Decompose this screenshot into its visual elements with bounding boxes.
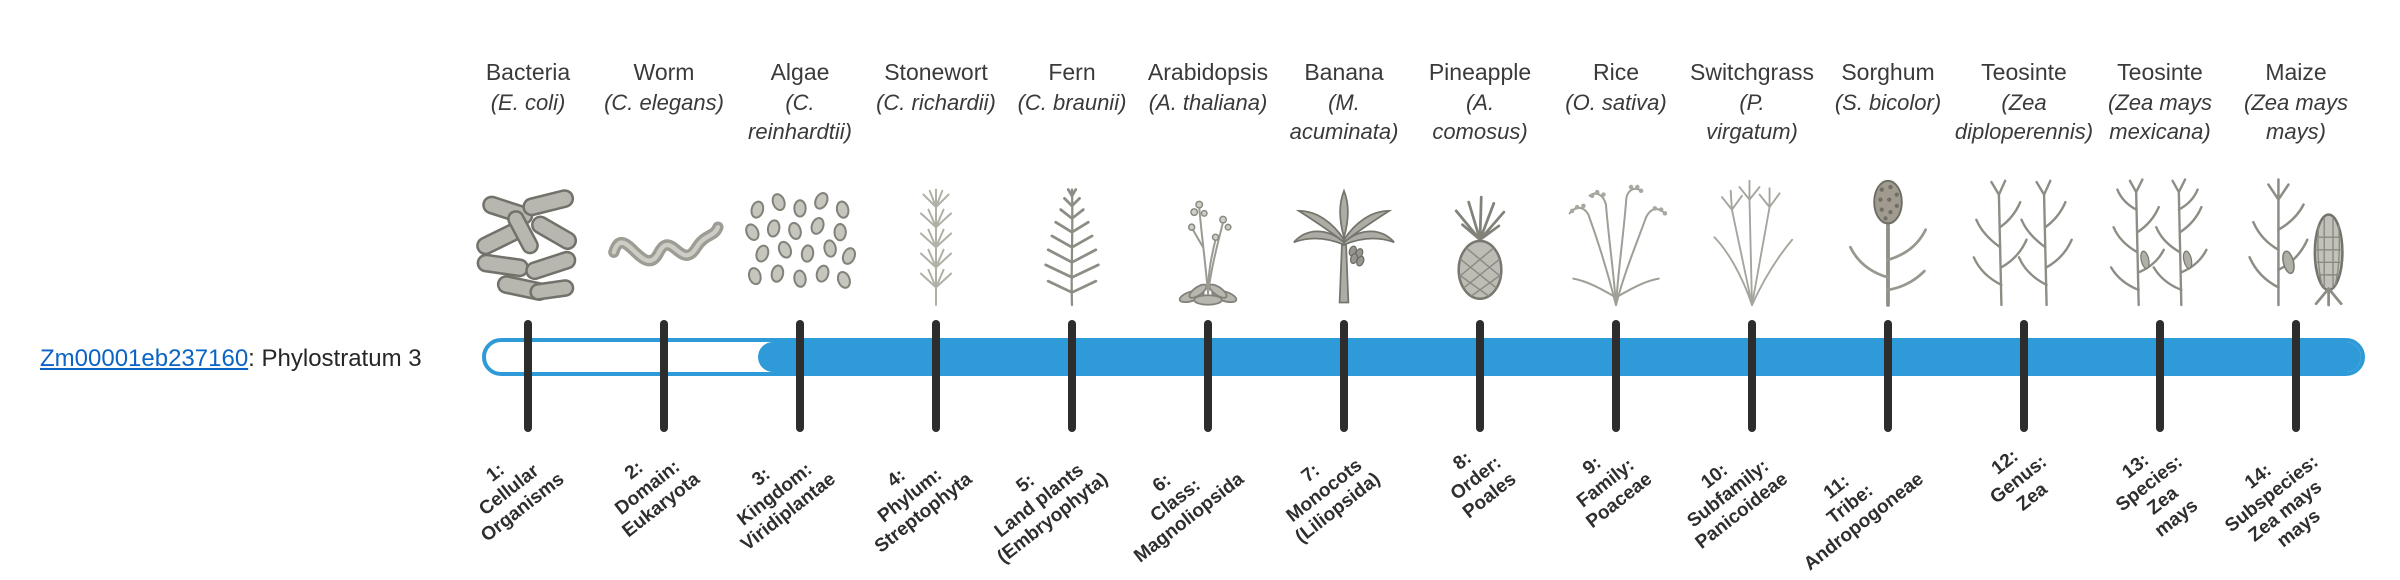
organism-names: Teosinte (Zea diploperennis) <box>1949 56 2099 158</box>
tick-mark-1 <box>524 320 532 432</box>
organism-common-name: Rice <box>1592 59 1639 85</box>
phylostratum-text: : Phylostratum 3 <box>248 345 422 372</box>
tick-mark-11 <box>1884 320 1892 432</box>
organism-names: Fern (C. braunii) <box>997 56 1147 158</box>
organism-column-arabidopsis: Arabidopsis (A. thaliana) <box>1133 56 1283 310</box>
phylostratum-label-text: 14: Subspecies: Zea mays mays <box>2221 451 2327 552</box>
organism-scientific-name: (O. sativa) <box>1565 90 1667 115</box>
organism-scientific-name: (Zea mays mexicana) <box>2108 90 2212 144</box>
organism-scientific-name: (A. thaliana) <box>1148 90 1268 115</box>
algae-icon <box>745 192 856 289</box>
organism-scientific-name: (E. coli) <box>490 90 566 115</box>
teosinte-diploperennis-icon <box>1972 179 2073 307</box>
tick-mark-8 <box>1476 320 1484 432</box>
tick-mark-2 <box>660 320 668 432</box>
organism-column-stonewort: Stonewort (C. richardii) <box>861 56 1011 310</box>
organism-scientific-name: (C. elegans) <box>604 90 724 115</box>
tick-mark-7 <box>1340 320 1348 432</box>
organism-names: Switchgrass (P. virgatum) <box>1677 56 1827 158</box>
organism-column-teosinte-mexicana: Teosinte (Zea mays mexicana) <box>2085 56 2235 310</box>
tick-mark-6 <box>1204 320 1212 432</box>
organism-column-rice: Rice (O. sativa) <box>1541 56 1691 310</box>
organism-common-name: Switchgrass <box>1690 59 1814 85</box>
organism-column-sorghum: Sorghum (S. bicolor) <box>1813 56 1963 310</box>
switchgrass-icon <box>1713 179 1794 306</box>
organism-scientific-name: (C. richardii) <box>876 90 996 115</box>
pineapple-icon <box>1454 195 1506 300</box>
organism-names: Rice (O. sativa) <box>1541 56 1691 158</box>
teosinte-mexicana-icon <box>2109 178 2208 307</box>
organism-column-bacteria: Bacteria (E. coli) <box>453 56 603 310</box>
organism-names: Pineapple (A. comosus) <box>1405 56 1555 158</box>
sorghum-icon <box>1848 179 1928 307</box>
organism-names: Banana (M. acuminata) <box>1269 56 1419 158</box>
organism-column-switchgrass: Switchgrass (P. virgatum) <box>1677 56 1827 310</box>
organism-names: Worm (C. elegans) <box>589 56 739 158</box>
organism-names: Bacteria (E. coli) <box>453 56 603 158</box>
organism-common-name: Banana <box>1304 59 1384 85</box>
organism-common-name: Sorghum <box>1841 59 1935 85</box>
organism-column-algae: Algae (C. reinhardtii) <box>725 56 875 310</box>
stonewort-icon <box>919 188 953 306</box>
organism-names: Algae (C. reinhardtii) <box>725 56 875 158</box>
arabidopsis-icon <box>1178 200 1238 306</box>
organism-scientific-name: (M. acuminata) <box>1289 90 1399 144</box>
rice-icon <box>1568 184 1668 306</box>
tick-mark-14 <box>2292 320 2300 432</box>
tick-mark-12 <box>2020 320 2028 432</box>
organism-scientific-name: (C. braunii) <box>1017 90 1127 115</box>
tick-mark-4 <box>932 320 940 432</box>
organism-scientific-name: (Zea mays mays) <box>2244 90 2348 144</box>
organism-column-banana: Banana (M. acuminata) <box>1269 56 1419 310</box>
organism-common-name: Pineapple <box>1428 59 1532 85</box>
tick-mark-9 <box>1612 320 1620 432</box>
tick-mark-3 <box>796 320 804 432</box>
organism-column-maize: Maize (Zea mays mays) <box>2221 56 2371 310</box>
organism-names: Stonewort (C. richardii) <box>861 56 1011 158</box>
organism-scientific-name: (Zea diploperennis) <box>1954 90 2094 144</box>
organism-names: Maize (Zea mays mays) <box>2221 56 2371 158</box>
bacteria-icon <box>476 189 578 301</box>
organism-common-name: Arabidopsis <box>1147 59 1269 85</box>
organism-common-name: Algae <box>770 59 830 85</box>
organism-common-name: Teosinte <box>1981 59 2067 85</box>
organism-scientific-name: (A. comosus) <box>1432 90 1528 144</box>
fern-icon <box>1044 188 1100 307</box>
tick-mark-10 <box>1748 320 1756 432</box>
organism-column-pineapple: Pineapple (A. comosus) <box>1405 56 1555 310</box>
organism-common-name: Bacteria <box>485 59 571 85</box>
timeline-bar-fill <box>758 342 2361 372</box>
organism-common-name: Maize <box>2265 59 2327 85</box>
maize-icon <box>2248 178 2344 307</box>
organism-scientific-name: (P. virgatum) <box>1706 90 1798 144</box>
banana-icon <box>1293 188 1395 304</box>
organism-scientific-name: (S. bicolor) <box>1834 90 1942 115</box>
organism-common-name: Stonewort <box>884 59 988 85</box>
organism-common-name: Teosinte <box>2117 59 2203 85</box>
tick-mark-13 <box>2156 320 2164 432</box>
tick-mark-5 <box>1068 320 1076 432</box>
organism-column-fern: Fern (C. braunii) <box>997 56 1147 310</box>
phylostratum-label-14: 14: Subspecies: Zea mays mays <box>2056 434 2326 552</box>
organism-column-worm: Worm (C. elegans) <box>589 56 739 310</box>
gene-label: Zm00001eb237160: Phylostratum 3 <box>40 345 422 373</box>
organism-common-name: Worm <box>633 59 695 85</box>
organism-column-teosinte-diploperennis: Teosinte (Zea diploperennis) <box>1949 56 2099 310</box>
organism-names: Arabidopsis (A. thaliana) <box>1133 56 1283 158</box>
organism-scientific-name: (C. reinhardtii) <box>748 90 852 144</box>
worm-icon <box>608 221 724 267</box>
organism-common-name: Fern <box>1048 59 1096 85</box>
timeline-bar <box>482 338 2365 376</box>
organism-names: Teosinte (Zea mays mexicana) <box>2085 56 2235 158</box>
organism-names: Sorghum (S. bicolor) <box>1813 56 1963 158</box>
gene-id-link[interactable]: Zm00001eb237160 <box>40 345 249 372</box>
